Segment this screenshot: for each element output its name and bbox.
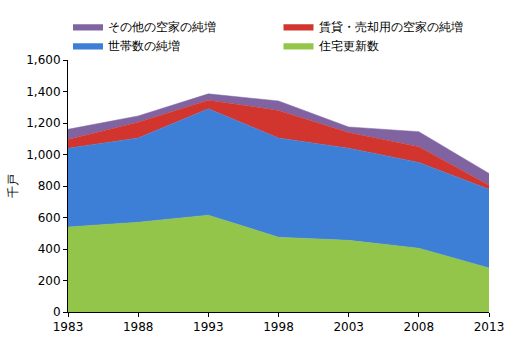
svg-text:1,200: 1,200 (26, 116, 60, 130)
svg-text:1988: 1988 (123, 320, 154, 334)
svg-text:0: 0 (53, 305, 61, 319)
svg-text:1,600: 1,600 (26, 53, 60, 67)
svg-text:世帯数の純増: 世帯数の純増 (108, 39, 180, 53)
svg-text:1983: 1983 (53, 320, 84, 334)
svg-text:800: 800 (38, 179, 61, 193)
svg-text:1998: 1998 (263, 320, 294, 334)
svg-text:住宅更新数: 住宅更新数 (318, 39, 379, 53)
svg-text:200: 200 (38, 274, 61, 288)
svg-text:その他の空家の純増: その他の空家の純増 (108, 20, 216, 34)
svg-text:2008: 2008 (404, 320, 435, 334)
svg-text:1993: 1993 (193, 320, 224, 334)
svg-text:千戸: 千戸 (6, 174, 20, 198)
svg-text:賃貸・売却用の空家の純増: 賃貸・売却用の空家の純増 (319, 20, 463, 34)
svg-text:1,400: 1,400 (26, 85, 60, 99)
svg-text:600: 600 (38, 211, 61, 225)
svg-text:2003: 2003 (333, 320, 364, 334)
svg-text:1,000: 1,000 (26, 148, 60, 162)
svg-text:400: 400 (38, 242, 61, 256)
svg-text:2013: 2013 (474, 320, 505, 334)
